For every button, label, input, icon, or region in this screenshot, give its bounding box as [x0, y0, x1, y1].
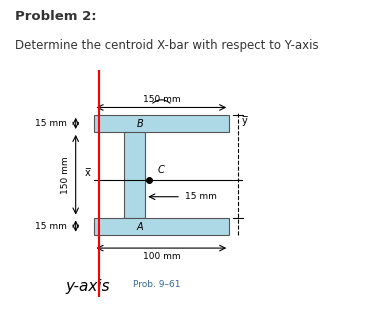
- Text: 150 mm: 150 mm: [61, 156, 70, 193]
- Text: y-axis: y-axis: [65, 279, 110, 294]
- Bar: [94, 115, 229, 132]
- Bar: [94, 217, 229, 234]
- Text: 100 mm: 100 mm: [142, 252, 180, 261]
- Text: y̅: y̅: [242, 116, 247, 126]
- Text: Problem 2:: Problem 2:: [15, 10, 97, 23]
- Text: C: C: [158, 165, 164, 175]
- Text: x̅: x̅: [84, 168, 90, 178]
- Text: B: B: [136, 119, 143, 129]
- Text: 15 mm: 15 mm: [185, 192, 216, 201]
- Text: A: A: [136, 222, 143, 232]
- Text: 15 mm: 15 mm: [35, 119, 67, 128]
- Bar: [124, 132, 145, 217]
- Text: 150 mm: 150 mm: [142, 95, 180, 104]
- Text: Determine the centroid X-bar with respect to Y-axis: Determine the centroid X-bar with respec…: [15, 39, 319, 52]
- Text: Prob. 9–61: Prob. 9–61: [133, 280, 180, 289]
- Text: 15 mm: 15 mm: [35, 222, 67, 231]
